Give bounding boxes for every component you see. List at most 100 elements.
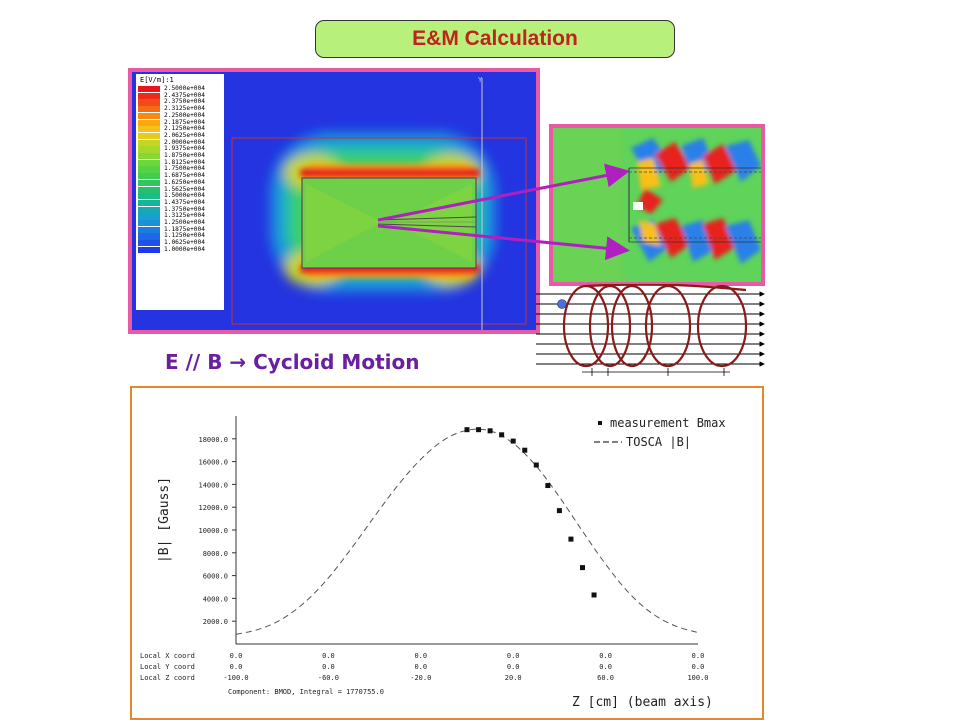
field-legend-swatch — [138, 213, 160, 220]
field-legend-row: 1.1875e+004 — [138, 225, 224, 233]
coord-cell: 0.0 — [322, 663, 335, 671]
coord-cell: 100.0 — [687, 674, 708, 682]
field-legend-value: 1.1875e+004 — [164, 225, 205, 233]
field-legend-value: 2.4375e+004 — [164, 91, 205, 99]
field-legend-row: 1.3125e+004 — [138, 212, 224, 220]
field-legend-row: 2.0625e+004 — [138, 131, 224, 140]
field-legend-row: 1.5625e+004 — [138, 185, 224, 193]
field-legend-swatch — [138, 233, 160, 240]
measurement-point — [499, 432, 505, 438]
y-axis-label: |B| [Gauss] — [157, 477, 172, 563]
chart-y-ticks: 18000.0 16000.0 14000.0 12000.0 10000.0 8000.… — [198, 436, 236, 626]
coord-cell: 0.0 — [414, 652, 427, 660]
coord-cell: 0.0 — [599, 663, 612, 671]
field-legend-swatch — [138, 112, 160, 120]
axis-label-y: Y — [478, 76, 483, 84]
field-legend-value: 2.2500e+004 — [164, 111, 205, 119]
field-legend-value: 1.0625e+004 — [164, 239, 205, 247]
particle-dot — [557, 299, 567, 309]
field-legend-value: 1.2500e+004 — [164, 219, 205, 226]
y-tick-label: 8000.0 — [203, 550, 228, 558]
field-legend-swatch — [138, 206, 160, 213]
field-legend-row: 1.5000e+004 — [138, 192, 224, 200]
field-legend-swatch — [138, 240, 160, 247]
field-legend-swatch — [138, 99, 160, 106]
measurement-point — [568, 536, 574, 542]
field-legend-value: 2.1250e+004 — [164, 125, 205, 133]
coord-cell: 60.0 — [597, 674, 614, 682]
field-legend-swatch — [138, 193, 160, 200]
field-legend-value: 2.0625e+004 — [164, 131, 205, 139]
field-legend-swatch — [138, 126, 160, 133]
y-tick-label: 16000.0 — [198, 459, 228, 467]
coord-cell: 0.0 — [322, 652, 335, 660]
x-axis-label: Z [cm] (beam axis) — [572, 695, 713, 710]
field-legend-swatch — [138, 106, 160, 113]
bfield-chart: 18000.0 16000.0 14000.0 12000.0 10000.0 8000.… — [140, 416, 726, 710]
field-legend-value: 1.8750e+004 — [164, 152, 205, 159]
field-legend-row: 1.8750e+004 — [138, 152, 224, 160]
field-legend-value: 1.4375e+004 — [164, 198, 205, 206]
measurement-point — [476, 427, 482, 433]
field-legend-value: 2.3750e+004 — [164, 98, 205, 106]
y-tick-label: 6000.0 — [203, 573, 228, 581]
coord-cell: 0.0 — [507, 652, 520, 660]
coord-cell: 20.0 — [505, 674, 522, 682]
field-legend-value: 1.1250e+004 — [164, 232, 205, 240]
field-legend-swatch — [138, 146, 160, 153]
field-legend-row: 1.3750e+004 — [138, 206, 224, 213]
field-legend-value: 1.3125e+004 — [164, 212, 205, 220]
field-legend-swatch — [138, 86, 160, 93]
field-legend-row: 1.6250e+004 — [138, 179, 224, 187]
coord-cell: 0.0 — [692, 652, 705, 660]
field-legend-value: 1.7500e+004 — [164, 165, 205, 173]
coord-cell: -60.0 — [318, 674, 339, 682]
field-legend-row: 1.2500e+004 — [138, 219, 224, 227]
page-title: E&M Calculation — [315, 20, 675, 58]
field-legend-swatch — [138, 159, 160, 166]
component-integral-line: Component: BMOD, Integral = 1770755.0 — [228, 688, 384, 696]
field-legend: E[V/m]:1 2.5000e+004 2.4375e+004 2.3750e+0… — [136, 74, 224, 310]
field-legend-row: 2.1875e+004 — [138, 119, 224, 126]
measurement-point — [510, 438, 516, 444]
coord-cell: -20.0 — [410, 674, 431, 682]
measurement-point — [533, 462, 539, 468]
field-legend-value: 1.9375e+004 — [164, 145, 205, 153]
coord-row-label: Local Y coord — [140, 663, 195, 671]
coord-row-label: Local X coord — [140, 652, 195, 660]
field-legend-row: 1.7500e+004 — [138, 165, 224, 173]
field-legend-value: 1.0000e+004 — [164, 245, 205, 253]
cycloid-diagram — [536, 284, 765, 376]
field-legend-row: 2.1250e+004 — [138, 125, 224, 133]
coord-cell: 0.0 — [230, 652, 243, 660]
field-legend-swatch — [138, 92, 160, 99]
field-legend-row: 2.3750e+004 — [138, 98, 224, 106]
legend-tosca: TOSCA |B| — [626, 435, 691, 449]
measurement-point — [580, 565, 585, 571]
field-legend-value: 1.6875e+004 — [164, 172, 205, 180]
field-legend-value: 1.5625e+004 — [164, 185, 205, 193]
y-tick-label: 18000.0 — [198, 436, 228, 444]
y-tick-label: 10000.0 — [198, 527, 228, 535]
field-legend-row: 2.2500e+004 — [138, 111, 224, 120]
coord-cell: -100.0 — [223, 674, 248, 682]
coord-cell: 0.0 — [507, 663, 520, 671]
y-tick-label: 14000.0 — [198, 481, 228, 489]
coord-cell: 0.0 — [414, 663, 427, 671]
field-legend-value: 2.5000e+004 — [164, 85, 205, 92]
series-points-measurement — [464, 427, 597, 598]
y-tick-label: 12000.0 — [198, 504, 228, 512]
field-legend-row: 1.0625e+004 — [138, 239, 224, 247]
cycloid-caption: E // B → Cycloid Motion — [165, 350, 420, 374]
field-legend-swatch — [138, 132, 160, 140]
measurement-point — [545, 483, 551, 489]
legend-measurement: measurement Bmax — [610, 416, 726, 430]
zoom-detail-image — [553, 128, 761, 282]
coord-cell: 0.0 — [599, 652, 612, 660]
field-legend-swatch — [138, 220, 160, 227]
field-legend-row: 2.3125e+004 — [138, 105, 224, 113]
field-legend-row: 2.0000e+004 — [138, 139, 224, 146]
coord-row-label: Local Z coord — [140, 674, 195, 682]
field-legend-row: 1.0000e+004 — [138, 245, 224, 254]
cycloid-loops — [562, 284, 748, 368]
